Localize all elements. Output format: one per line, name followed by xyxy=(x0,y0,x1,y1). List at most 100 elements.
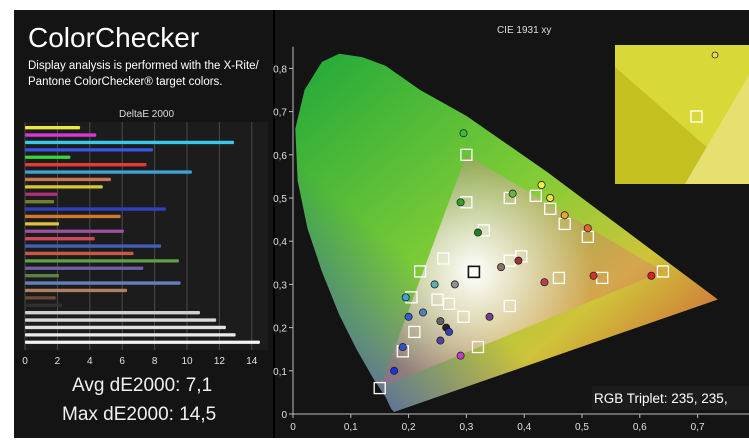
max-de2000-label: Max dE2000: 14,5 xyxy=(62,404,217,425)
deltae-bar-chart: 0 2 4 6 8 10 12 14 DeltaE 2000 xyxy=(22,109,268,367)
measured-dot xyxy=(450,280,459,289)
deltae-bar xyxy=(25,214,121,219)
target-square xyxy=(442,297,456,310)
deltae-bar xyxy=(25,340,260,344)
deltae-bar xyxy=(25,185,103,189)
measured-dot xyxy=(430,280,439,289)
measured-dot xyxy=(540,278,549,287)
cie-y-tick-label: 0,1 xyxy=(273,367,287,378)
measured-dot xyxy=(404,312,413,321)
rgb-triplet-box xyxy=(592,386,749,410)
deltae-bar xyxy=(25,311,200,315)
measured-dot xyxy=(583,224,592,233)
colorchecker-panel: ColorChecker Display analysis is perform… xyxy=(14,10,749,438)
cie-chart-title: CIE 1931 xy xyxy=(497,25,551,36)
bar-x-tick-label: 6 xyxy=(119,356,125,367)
cie-1931-chart: CIE 1931 xy 0 0,1 0,2 0,3 0,4 0,5 0,6 0,7 0 0,1 0,2… xyxy=(273,25,749,433)
inset-measured-dot xyxy=(711,51,719,59)
deltae-bar xyxy=(25,266,144,270)
bar-chart-title: DeltaE 2000 xyxy=(119,109,174,120)
avg-de2000-label: Avg dE2000: 7,1 xyxy=(72,375,213,396)
cie-y-tick-label: 0 xyxy=(281,410,287,421)
measured-dot xyxy=(497,263,506,272)
deltae-bar xyxy=(25,140,234,145)
cie-x-tick-label: 0,1 xyxy=(344,422,358,433)
deltae-bar xyxy=(25,237,95,241)
measured-dot xyxy=(485,312,494,321)
measured-dot xyxy=(589,271,598,280)
deltae-bar xyxy=(25,148,153,152)
inset-target-square xyxy=(690,110,703,123)
deltae-bar xyxy=(25,177,111,182)
bar-x-tick-label: 10 xyxy=(181,356,193,367)
measured-dot xyxy=(456,351,465,360)
measured-dot xyxy=(456,198,465,207)
measured-dot xyxy=(508,189,517,198)
white-point-square xyxy=(467,265,481,279)
page-title: ColorChecker xyxy=(28,22,200,53)
deltae-bar xyxy=(25,163,147,167)
deltae-bar xyxy=(25,303,63,307)
cie-plot-group xyxy=(295,53,718,412)
measured-dot xyxy=(546,193,555,202)
cie-y-tick-label: 0,8 xyxy=(273,64,287,75)
panel-divider xyxy=(273,10,275,438)
bar-x-tick-label: 14 xyxy=(246,356,258,367)
measured-dot xyxy=(419,308,428,317)
measured-dot xyxy=(473,228,482,237)
bar-x-tick-label: 0 xyxy=(22,356,28,367)
deltae-bar xyxy=(25,133,97,137)
deltae-bar xyxy=(25,325,226,330)
deltae-bar xyxy=(25,281,181,285)
target-square xyxy=(471,340,485,354)
cie-x-tick-label: 0,5 xyxy=(575,422,589,433)
measured-dot xyxy=(436,336,445,345)
target-square xyxy=(529,189,542,202)
cie-y-tick-label: 0,7 xyxy=(273,108,287,119)
target-square xyxy=(656,265,670,278)
deltae-bar xyxy=(25,192,58,196)
measured-dot xyxy=(445,327,454,336)
deltae-bar xyxy=(25,222,60,226)
deltae-bar xyxy=(25,318,217,322)
deltae-bar xyxy=(25,170,192,174)
measured-dot xyxy=(459,129,468,138)
cie-y-tick-label: 0,3 xyxy=(273,280,287,291)
cie-y-tick-label: 0,4 xyxy=(273,237,287,248)
measured-dot xyxy=(401,293,410,302)
cie-x-tick-label: 0 xyxy=(290,422,296,433)
deltae-bar xyxy=(25,244,162,248)
cie-x-tick-label: 0,2 xyxy=(402,422,416,433)
cie-y-tick-label: 0,5 xyxy=(273,194,287,205)
target-square xyxy=(414,265,427,278)
target-square xyxy=(503,299,516,313)
deltae-bar xyxy=(25,251,134,256)
target-square xyxy=(373,381,386,395)
measured-dot xyxy=(390,366,399,375)
deltae-bar xyxy=(25,288,128,293)
target-square xyxy=(437,252,450,265)
deltae-bar xyxy=(25,274,60,278)
deltae-bar xyxy=(25,126,81,130)
target-square xyxy=(408,325,421,339)
cie-x-tick-label: 0,4 xyxy=(517,422,531,433)
subtitle-line-2: Pantone ColorChecker® target colors. xyxy=(28,76,223,88)
bar-x-tick-label: 4 xyxy=(87,356,93,367)
measured-dot xyxy=(514,256,523,265)
deltae-bar xyxy=(25,229,124,233)
bar-x-tick-label: 12 xyxy=(214,356,226,367)
target-square xyxy=(457,310,470,323)
deltae-bar xyxy=(25,207,166,211)
deltae-bar xyxy=(25,333,236,337)
rgb-triplet-label: RGB Triplet: 235, 235, xyxy=(594,391,728,406)
cie-x-tick-label: 0,7 xyxy=(691,422,705,433)
measured-dot xyxy=(436,317,445,326)
subtitle-line-1: Display analysis is performed with the X… xyxy=(28,60,259,72)
cie-x-tick-label: 0,6 xyxy=(633,422,647,433)
target-square xyxy=(460,148,473,161)
target-square xyxy=(552,271,566,285)
deltae-bar xyxy=(25,259,179,263)
measured-dot xyxy=(537,181,546,190)
deltae-bar xyxy=(25,155,71,159)
bar-x-tick-label: 2 xyxy=(55,356,61,367)
